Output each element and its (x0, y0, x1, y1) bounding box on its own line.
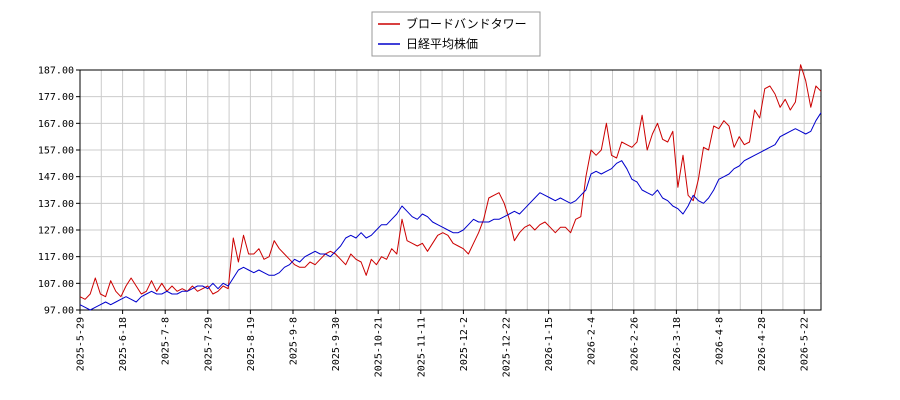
x-tick-label: 2025-11-11 (416, 317, 427, 377)
legend-label-series-2: 日経平均株価 (406, 36, 478, 51)
x-tick-label: 2025-9-30 (331, 317, 342, 371)
x-tick-label: 2026-5-22 (800, 317, 811, 371)
x-tick-label: 2025-6-18 (118, 317, 129, 371)
y-tick-label: 167.00 (38, 119, 74, 130)
x-tick-label: 2025-7-8 (161, 317, 172, 365)
y-axis: 97.00 107.00 117.00 127.00 137.00 147.00 157.0… (38, 66, 80, 317)
series-line-1 (79, 64, 822, 300)
series-line-2 (79, 112, 822, 311)
y-tick-label: 117.00 (38, 252, 74, 263)
legend-label-series-1: ブロードバンドタワー (406, 16, 527, 31)
y-tick-label: 157.00 (38, 146, 74, 157)
x-tick-label: 2025-12-2 (459, 317, 470, 371)
x-tick-label: 2026-1-15 (544, 317, 555, 371)
legend-box (371, 11, 541, 57)
y-tick-label: 97.00 (44, 306, 74, 317)
y-tick-label: 137.00 (38, 199, 74, 210)
series-layer (79, 64, 822, 311)
x-tick-label: 2025-5-29 (76, 317, 87, 371)
x-tick-label: 2025-8-19 (246, 317, 257, 371)
y-tick-label: 187.00 (38, 66, 74, 77)
x-tick-label: 2025-7-29 (203, 317, 214, 371)
y-tick-label: 107.00 (38, 279, 74, 290)
y-tick-label: 177.00 (38, 92, 74, 103)
x-tick-label: 2025-9-8 (289, 317, 300, 365)
x-tick-label: 2026-4-8 (715, 317, 726, 365)
x-tick-label: 2026-3-18 (672, 317, 683, 371)
x-axis: 2025-5-29 2025-6-18 2025-7-8 2025-7-29 2025-… (76, 310, 811, 377)
x-tick-label: 2026-4-28 (757, 317, 768, 371)
y-tick-label: 127.00 (38, 226, 74, 237)
x-tick-label: 2026-2-4 (587, 317, 598, 365)
grid (80, 69, 821, 311)
x-tick-label: 2025-12-22 (502, 317, 513, 377)
x-tick-label: 2026-2-26 (629, 317, 640, 371)
x-tick-label: 2025-10-21 (374, 317, 385, 377)
plot-area-frame (79, 69, 822, 311)
y-tick-label: 147.00 (38, 172, 74, 183)
legend: ブロードバンドタワー 日経平均株価 (371, 11, 541, 57)
